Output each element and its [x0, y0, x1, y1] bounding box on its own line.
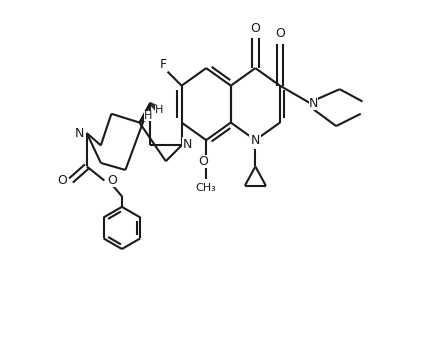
- Text: F: F: [160, 58, 167, 71]
- Text: N: N: [309, 97, 318, 110]
- Text: O: O: [198, 155, 208, 168]
- Text: N: N: [251, 134, 260, 147]
- Text: H: H: [155, 105, 163, 115]
- Text: O: O: [250, 22, 260, 35]
- Text: O: O: [275, 27, 285, 40]
- Text: CH₃: CH₃: [196, 183, 217, 193]
- Text: O: O: [58, 174, 67, 187]
- Text: N: N: [74, 127, 84, 139]
- Text: H: H: [144, 110, 152, 120]
- Text: N: N: [183, 138, 193, 151]
- Text: O: O: [107, 174, 117, 187]
